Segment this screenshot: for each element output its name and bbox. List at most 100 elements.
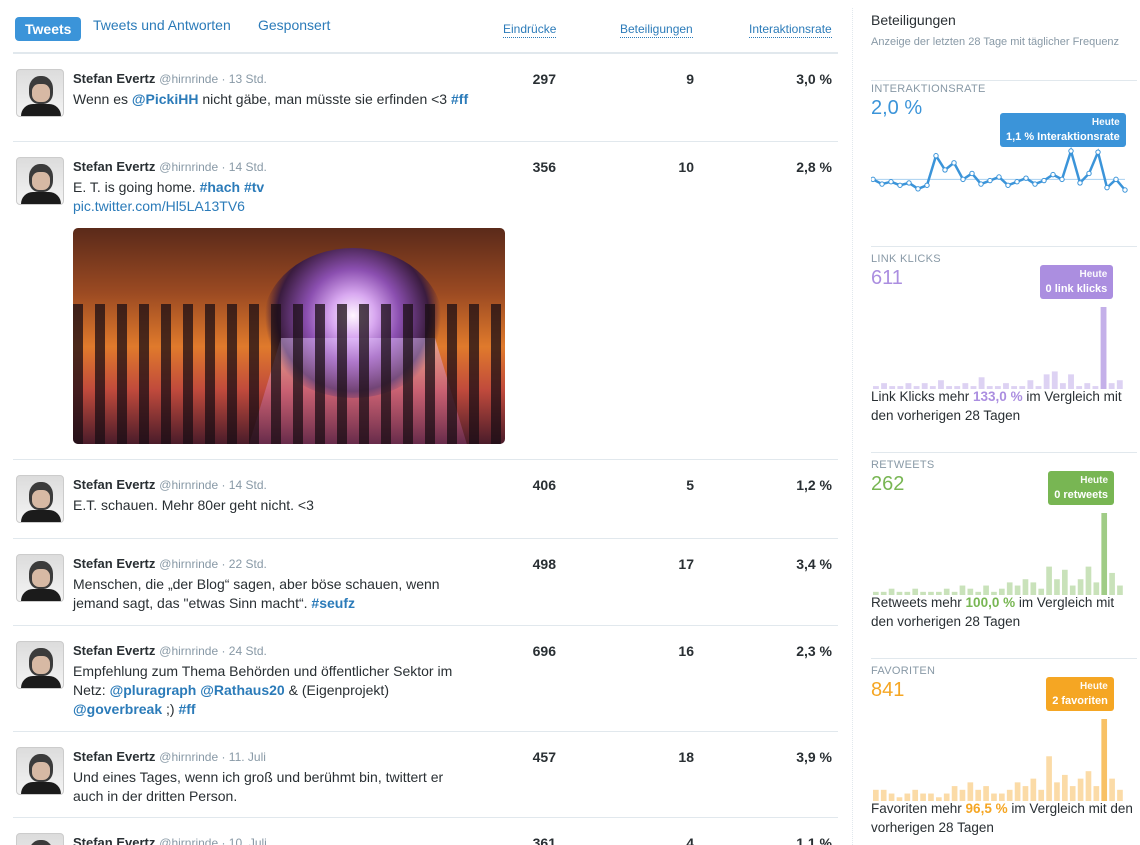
today-tooltip: Heute 2 favoriten [1046,677,1114,711]
section-retweets: RETWEETS 262 Retweets mehr 100,0 % im Ve… [871,452,1137,658]
section-favorites: FAVORITEN 841 Favoriten mehr 96,5 % im V… [871,658,1137,845]
author-name[interactable]: Stefan Evertz [73,159,156,174]
engagements-value: 18 [678,749,694,765]
media-link[interactable]: pic.twitter.com/Hl5LA13TV6 [73,198,245,214]
text-segment: Retweets mehr [871,595,966,610]
bar [1006,789,1013,801]
mention-or-hashtag-link[interactable]: #hach [199,179,241,195]
avatar[interactable] [16,475,64,523]
mention-or-hashtag-link[interactable]: @pluragraph [109,682,197,698]
author-name[interactable]: Stefan Evertz [73,835,156,845]
text-segment: E. T. is going home. [73,179,200,195]
engagements-value: 17 [678,556,694,572]
author-name[interactable]: Stefan Evertz [73,556,156,571]
text-segment: im Vergleich mit den vorherigen 28 Tagen [871,801,1133,835]
text-segment: Menschen, die „der Blog“ sagen, aber bös… [73,576,440,611]
bar [873,591,879,595]
data-point [1095,149,1101,155]
bar [962,383,969,389]
data-point [1041,177,1047,184]
impressions-value: 406 [532,477,556,493]
data-point [1032,181,1038,187]
retweets-chart[interactable] [871,467,1137,597]
column-header-engagements[interactable]: Beteiligungen [620,22,693,38]
section-label: RETWEETS [871,459,935,471]
bar [954,386,961,389]
author-name[interactable]: Stefan Evertz [73,71,156,86]
bar [975,591,982,595]
mention-or-hashtag-link[interactable]: #ff [178,701,196,717]
tab-tweets[interactable]: Tweets [15,17,82,41]
tweet-media-image[interactable] [73,228,505,444]
mention-or-hashtag-link[interactable]: @Rathaus20 [200,682,285,698]
mention-or-hashtag-link[interactable]: #tv [243,179,265,195]
favorites-chart[interactable] [871,673,1137,803]
bar [936,797,942,801]
bar [1027,380,1034,389]
engagement-panel: Beteiligungen Anzeige der letzten 28 Tag… [852,8,1140,845]
section-label: INTERAKTIONSRATE [871,83,986,95]
tweet-row[interactable]: Stefan Evertz @hirnrinde · 14 Std. E. T.… [13,142,838,460]
data-point [1113,176,1119,183]
bar [943,588,950,595]
author-name[interactable]: Stefan Evertz [73,477,156,492]
data-point [1104,184,1110,191]
mention-or-hashtag-link[interactable]: @goverbreak [73,701,163,717]
author-handle-time: @hirnrinde · 14 Std. [159,160,267,174]
bar [920,793,926,801]
author-name[interactable]: Stefan Evertz [73,643,156,658]
avatar[interactable] [16,157,64,205]
bar [1101,719,1108,801]
bar [913,386,920,389]
tweet-row[interactable]: Stefan Evertz @hirnrinde · 11. Juli Und … [13,732,838,818]
data-point [888,179,894,185]
avatar[interactable] [16,833,64,845]
mention-or-hashtag-link[interactable]: @PickiHH [131,91,199,107]
link-clicks-chart[interactable] [871,261,1137,391]
tweet-row[interactable]: Stefan Evertz @hirnrinde · 24 Std. Empfe… [13,626,838,732]
impressions-value: 457 [532,749,556,765]
tooltip-heading: Heute [1080,475,1109,486]
avatar[interactable] [16,747,64,795]
bar [881,383,887,389]
bar [1109,572,1115,595]
bar [904,793,911,801]
column-header-impressions[interactable]: Eindrücke [503,22,557,38]
engagements-value: 4 [686,835,694,845]
avatar[interactable] [16,641,64,689]
tweet-text: Und eines Tages, wenn ich groß und berüh… [73,768,473,806]
mention-or-hashtag-link[interactable]: #seufz [311,595,355,611]
bar [999,793,1005,801]
section-footer: Retweets mehr 100,0 % im Vergleich mit d… [871,593,1137,631]
engagement-rate-chart[interactable] [871,103,1137,213]
section-label: FAVORITEN [871,665,936,677]
tweet-row[interactable]: Stefan Evertz @hirnrinde · 13 Std. Wenn … [13,54,838,142]
text-segment: Link Klicks mehr [871,389,974,404]
tweet-activity-list: Tweets Tweets und Antworten Gesponsert E… [13,0,838,845]
tweet-row[interactable]: Stefan Evertz @hirnrinde · 22 Std. Mensc… [13,539,838,626]
tab-tweets-and-replies[interactable]: Tweets und Antworten [93,17,231,33]
panel-title: Beteiligungen [871,12,956,28]
tweet-row[interactable]: Stefan Evertz @hirnrinde · 14 Std. E.T. … [13,460,838,539]
bar [1076,386,1083,389]
mention-or-hashtag-link[interactable]: #ff [451,91,469,107]
bar [1117,789,1123,801]
bar [1054,782,1060,801]
avatar[interactable] [16,554,64,602]
column-header-engagement-rate[interactable]: Interaktionsrate [749,22,832,38]
bar [1022,786,1029,801]
bar [912,789,919,801]
bar [1077,778,1084,801]
avatar[interactable] [16,69,64,117]
bar [1038,789,1045,801]
bar [1092,386,1099,389]
tab-sponsored[interactable]: Gesponsert [258,17,331,33]
bar [1100,307,1107,389]
tweet-text: Wenn es @PickiHH nicht gäbe, man müsste … [73,90,473,109]
data-point [996,174,1002,180]
data-point [897,182,903,188]
tweet-row[interactable]: Stefan Evertz @hirnrinde · 10. Juli 361 … [13,818,838,845]
impressions-value: 361 [532,835,556,845]
text-segment: E.T. schauen. Mehr 80er geht nicht. <3 [73,497,314,513]
author-name[interactable]: Stefan Evertz [73,749,156,764]
